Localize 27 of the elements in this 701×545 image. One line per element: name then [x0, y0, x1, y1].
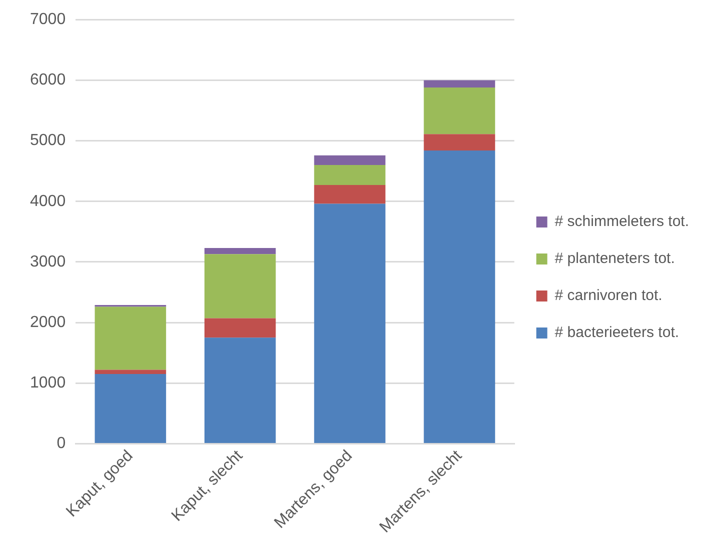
- bar: [204, 248, 276, 254]
- y-tick-label: 5000: [30, 132, 66, 150]
- bar: [424, 134, 496, 150]
- y-tick-label: 7000: [30, 11, 66, 28]
- bar: [314, 165, 386, 186]
- y-tick-label: 6000: [30, 72, 66, 89]
- bar: [424, 80, 496, 88]
- bar: [204, 318, 276, 338]
- y-tick-label: 2000: [30, 314, 66, 331]
- legend-label: # schimmeleters tot.: [554, 213, 690, 230]
- bar: [314, 185, 386, 204]
- bar: [424, 87, 496, 134]
- bar: [204, 254, 276, 318]
- bar: [314, 204, 386, 443]
- y-tick-label: 1000: [30, 374, 66, 392]
- legend-label: # planteneters tot.: [554, 250, 675, 268]
- bar: [94, 306, 166, 370]
- bar: [314, 155, 386, 166]
- bar: [94, 370, 166, 374]
- bar: [424, 150, 496, 443]
- y-tick-label: 3000: [30, 253, 66, 270]
- legend-label: # bacterieeters tot.: [554, 324, 680, 342]
- y-tick-label: 4000: [30, 192, 66, 210]
- bar: [204, 338, 276, 443]
- y-tick-label: 0: [56, 435, 66, 452]
- legend-label: # carnivoren tot.: [554, 287, 662, 304]
- bar: [94, 374, 166, 443]
